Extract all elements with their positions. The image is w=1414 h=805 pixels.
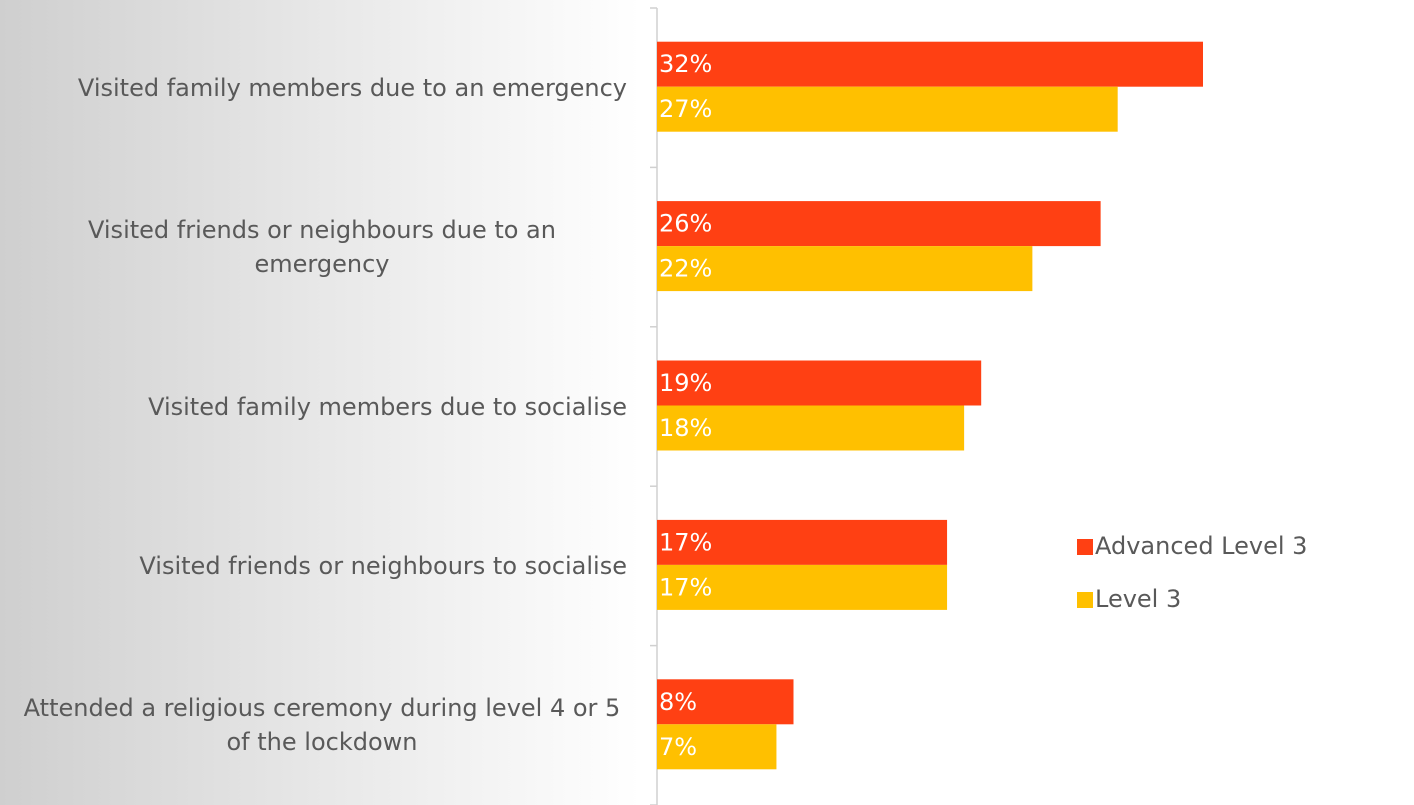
legend-label: Advanced Level 3 [1095, 532, 1307, 560]
legend-swatch [1077, 539, 1093, 555]
bar [657, 405, 965, 451]
value-label: 26% [659, 210, 712, 238]
category-label: Visited family members due to an emergen… [77, 73, 627, 102]
legend-label: Level 3 [1095, 585, 1181, 613]
value-label: 18% [659, 414, 712, 442]
value-label: 32% [659, 50, 712, 78]
category-label: Visited friends or neighbours to sociali… [139, 551, 627, 580]
bar [657, 519, 948, 565]
value-label: 27% [659, 95, 712, 123]
bar [657, 41, 1203, 87]
bar [657, 86, 1118, 132]
bar [657, 360, 982, 406]
value-label: 8% [659, 688, 697, 716]
bar [657, 724, 777, 770]
bar [657, 564, 948, 610]
bar [657, 246, 1033, 292]
category-label: Visited friends or neighbours due to an … [88, 216, 556, 279]
value-label: 19% [659, 369, 712, 397]
value-label: 7% [659, 733, 697, 761]
bar [657, 679, 794, 725]
value-label: 22% [659, 255, 712, 283]
value-label: 17% [659, 528, 712, 556]
category-label: Visited family members due to socialise [148, 392, 627, 421]
bar [657, 201, 1101, 247]
category-label: Attended a religious ceremony during lev… [23, 694, 621, 757]
value-label: 17% [659, 573, 712, 601]
legend-swatch [1077, 592, 1093, 608]
